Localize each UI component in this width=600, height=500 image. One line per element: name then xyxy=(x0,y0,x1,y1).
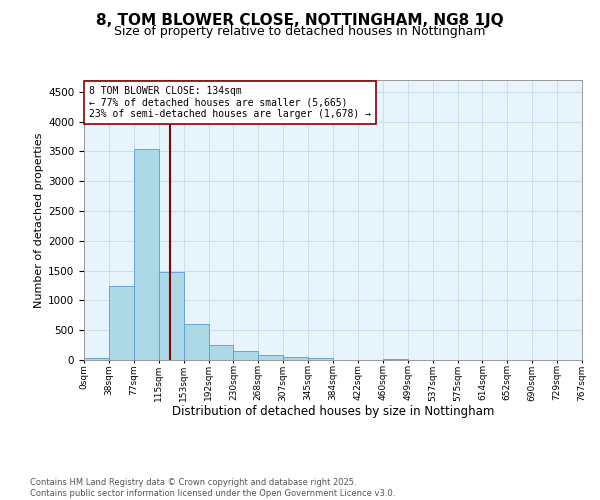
Bar xyxy=(84,358,109,360)
Bar xyxy=(184,324,209,360)
Bar xyxy=(109,286,134,360)
Bar xyxy=(283,357,308,360)
Y-axis label: Number of detached properties: Number of detached properties xyxy=(34,132,44,308)
Bar xyxy=(308,358,333,360)
Text: Contains HM Land Registry data © Crown copyright and database right 2025.
Contai: Contains HM Land Registry data © Crown c… xyxy=(30,478,395,498)
Text: Size of property relative to detached houses in Nottingham: Size of property relative to detached ho… xyxy=(114,25,486,38)
Bar xyxy=(209,344,233,360)
Bar xyxy=(134,148,159,360)
X-axis label: Distribution of detached houses by size in Nottingham: Distribution of detached houses by size … xyxy=(172,404,494,417)
Bar xyxy=(159,272,184,360)
Bar xyxy=(233,351,259,360)
Text: 8, TOM BLOWER CLOSE, NOTTINGHAM, NG8 1JQ: 8, TOM BLOWER CLOSE, NOTTINGHAM, NG8 1JQ xyxy=(96,12,504,28)
Bar xyxy=(259,355,283,360)
Bar xyxy=(383,358,408,360)
Text: 8 TOM BLOWER CLOSE: 134sqm
← 77% of detached houses are smaller (5,665)
23% of s: 8 TOM BLOWER CLOSE: 134sqm ← 77% of deta… xyxy=(89,86,371,119)
